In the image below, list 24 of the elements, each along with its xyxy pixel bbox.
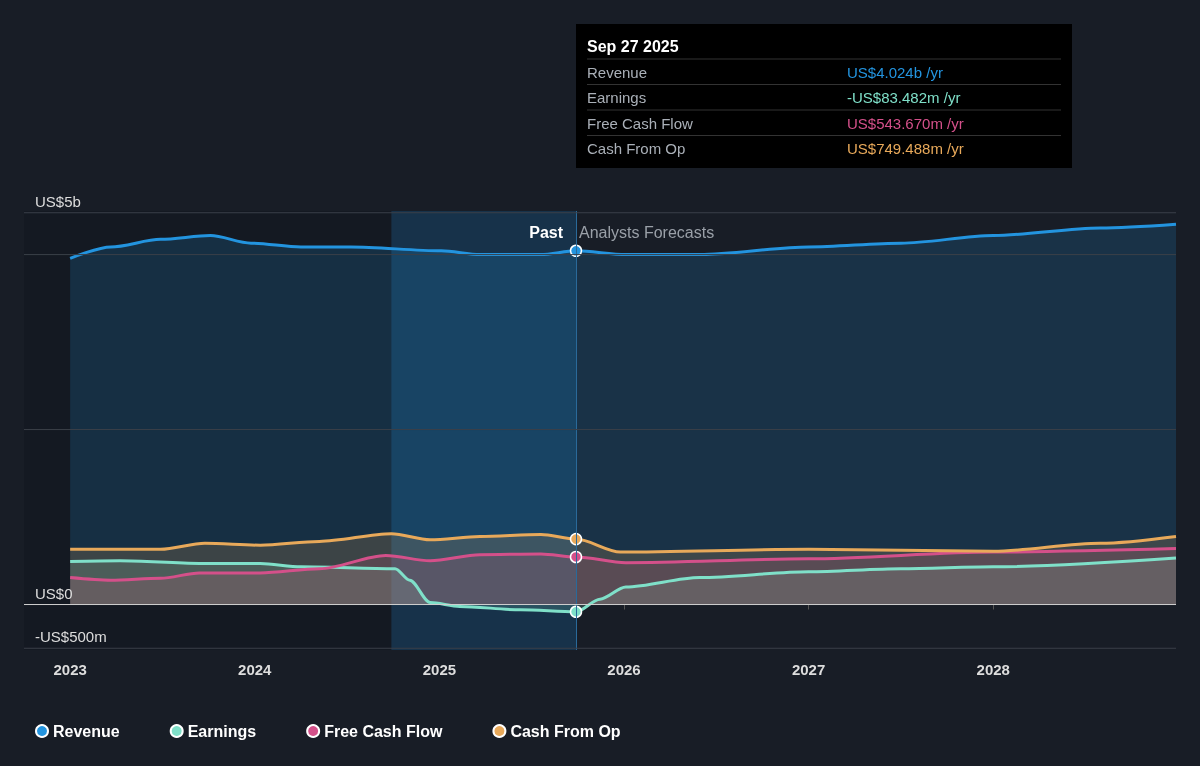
text: Cash From Op: [587, 140, 686, 157]
ref-line-label: US$5b: [35, 192, 81, 210]
text: -US$83.482m /yr: [847, 89, 961, 106]
ref-line-label: -US$500m: [35, 628, 107, 646]
x-tick-label: 2025: [422, 661, 457, 678]
text: US$749.488m /yr: [847, 140, 964, 157]
legend-label: Cash From Op: [510, 722, 621, 740]
text: US$4.024b /yr: [847, 63, 943, 81]
text: Revenue: [587, 63, 648, 81]
x-tick-label: 2028: [976, 661, 1010, 678]
legend-label: Revenue: [53, 722, 120, 740]
ref-line-label: US$0: [35, 584, 73, 602]
text: Earnings: [587, 89, 647, 106]
x-tick-label: 2027: [791, 661, 826, 678]
band-label: Past: [529, 223, 564, 241]
text: Sep 27 2025: [587, 37, 679, 55]
text: US$543.670m /yr: [847, 114, 964, 132]
ref-line-label: Analysts Forecasts: [579, 223, 715, 241]
x-tick-label: 2023: [53, 661, 87, 678]
legend-label: Earnings: [187, 722, 257, 740]
text: Free Cash Flow: [587, 114, 694, 132]
legend-label: Free Cash Flow: [324, 722, 443, 740]
x-tick-label: 2024: [238, 661, 273, 678]
x-tick-label: 2026: [607, 661, 641, 678]
